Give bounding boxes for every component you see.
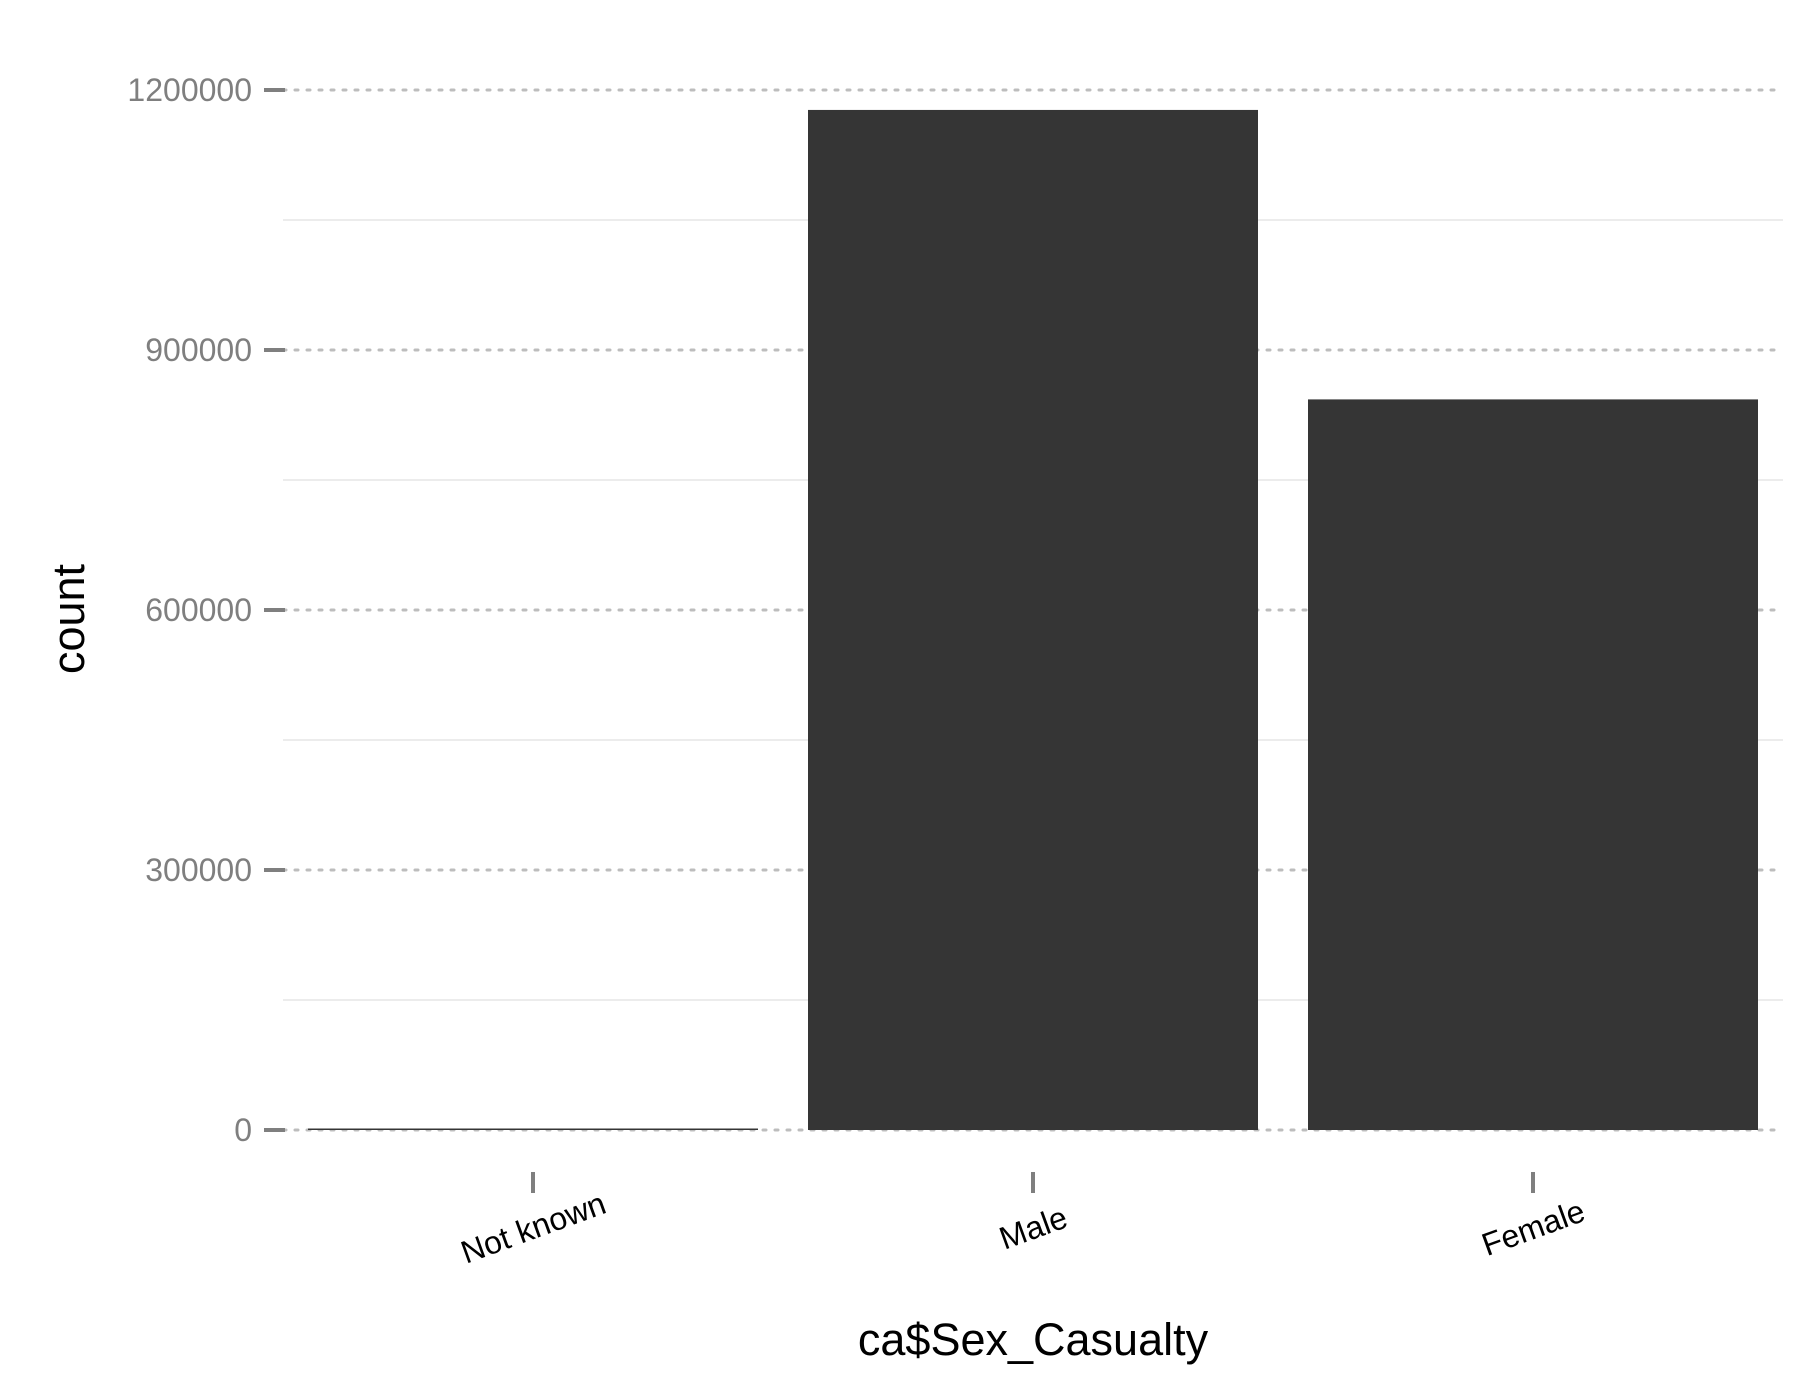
- bar-not-known: [308, 1128, 758, 1130]
- x-tick-label: Male: [994, 1199, 1071, 1257]
- x-tick-label: Female: [1477, 1193, 1590, 1263]
- bar-male: [808, 109, 1258, 1130]
- x-axis: Not known Male Female: [456, 1172, 1590, 1271]
- y-tick-label: 0: [234, 1112, 252, 1148]
- x-tick-label: Not known: [456, 1185, 610, 1271]
- bar-female: [1308, 399, 1758, 1130]
- y-tick-label: 1200000: [127, 72, 252, 108]
- bars: [308, 109, 1758, 1130]
- y-axis: 0 300000 600000 900000 1200000: [127, 72, 285, 1148]
- x-axis-title: ca$Sex_Casualty: [858, 1314, 1209, 1365]
- y-axis-title: count: [43, 563, 94, 674]
- y-tick-label: 900000: [145, 332, 252, 368]
- y-tick-label: 600000: [145, 592, 252, 628]
- y-tick-label: 300000: [145, 852, 252, 888]
